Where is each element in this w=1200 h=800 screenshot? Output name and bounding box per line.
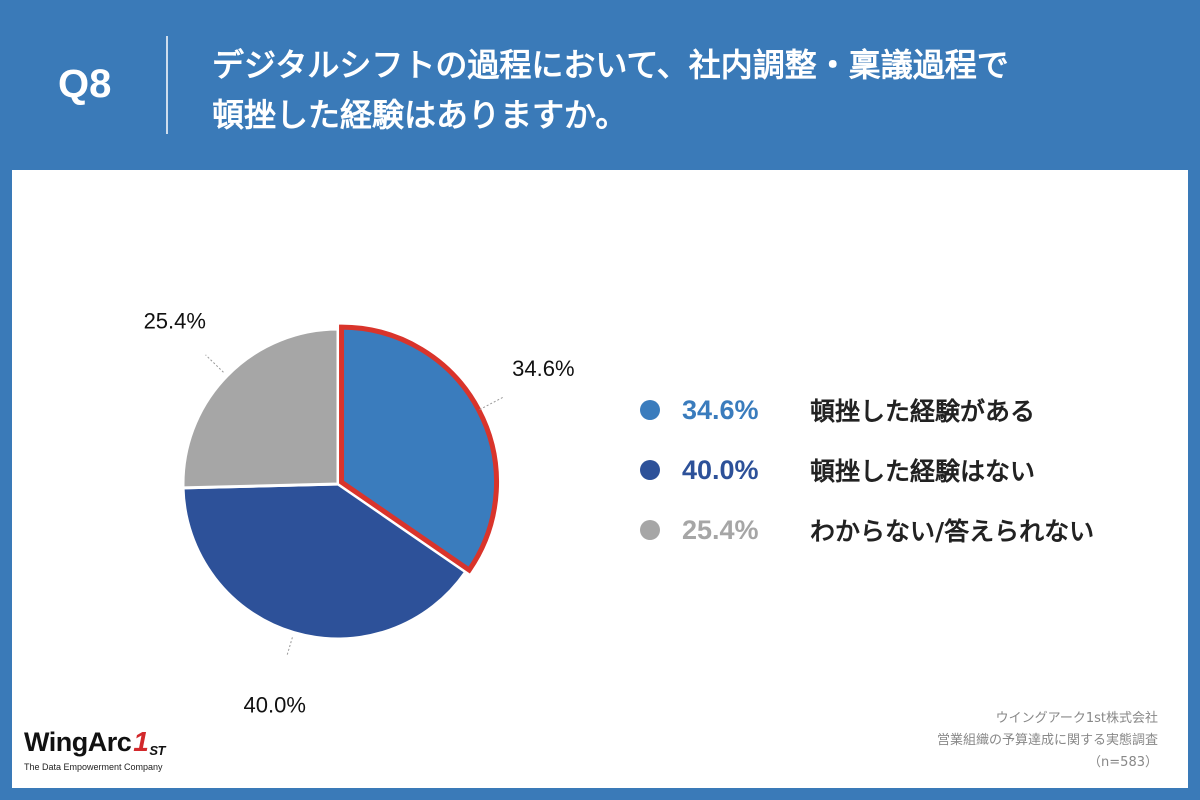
legend-dot-experienced [640, 400, 660, 420]
chart-legend: 34.6% 頓挫した経験がある 40.0% 頓挫した経験はない 25.4% わか… [640, 380, 1160, 560]
pie-leader-not-experienced [286, 637, 293, 655]
logo-wordmark: WingArc 1 ST [24, 726, 165, 758]
pie-slice-unknown [181, 327, 340, 490]
pie-leader-unknown [205, 354, 224, 373]
logo-brand: WingArc [24, 727, 132, 757]
pie-slice-not-experienced [181, 482, 468, 641]
pie-slice-highlight-border [339, 324, 500, 574]
legend-label-not-experienced: 頓挫した経験はない [810, 457, 1036, 486]
legend-pct-not-experienced: 40.0% [682, 454, 759, 485]
legend-item-unknown: 25.4% わからない/答えられない [640, 500, 1160, 560]
legend-pct-experienced: 34.6% [682, 394, 759, 425]
legend-item-experienced: 34.6% 頓挫した経験がある [640, 380, 1160, 440]
question-text: デジタルシフトの過程において、社内調整・稟議過程で 頓挫した経験はありますか。 [212, 40, 1172, 140]
legend-dot-unknown [640, 520, 660, 540]
pie-label-not-experienced: 40.0% [244, 693, 306, 718]
company-logo: WingArc 1 ST The Data Empowerment Company [24, 726, 165, 772]
source-note: ウイングアーク1st株式会社 営業組織の予算達成に関する実態調査 （n=583） [937, 708, 1158, 774]
question-line-2: 頓挫した経験はありますか。 [212, 96, 628, 134]
pie-label-experienced: 34.6% [512, 356, 574, 381]
pie-labels: 34.6% 40.0% 25.4% [144, 309, 575, 718]
legend-label-unknown: わからない/答えられない [810, 517, 1095, 546]
question-line-1: デジタルシフトの過程において、社内調整・稟議過程で [212, 46, 1009, 84]
pie-label-unknown: 25.4% [144, 309, 206, 334]
question-number: Q8 [58, 62, 112, 106]
logo-mark: 1 [133, 726, 149, 757]
question-header: Q8 デジタルシフトの過程において、社内調整・稟議過程で 頓挫した経験はあります… [0, 0, 1200, 170]
logo-sup: ST [149, 743, 165, 758]
pie-leader-experienced [479, 396, 505, 411]
legend-item-not-experienced: 40.0% 頓挫した経験はない [640, 440, 1160, 500]
legend-dot-not-experienced [640, 460, 660, 480]
source-survey: 営業組織の予算達成に関する実態調査 [936, 733, 1158, 748]
source-company: ウイングアーク1st株式会社 [995, 711, 1158, 726]
legend-pct-unknown: 25.4% [682, 514, 759, 545]
pie-slices [181, 324, 500, 641]
legend-label-experienced: 頓挫した経験がある [810, 397, 1036, 426]
header-divider [166, 36, 168, 134]
logo-tagline: The Data Empowerment Company [24, 762, 163, 772]
source-sample: （n=583） [1088, 755, 1158, 770]
